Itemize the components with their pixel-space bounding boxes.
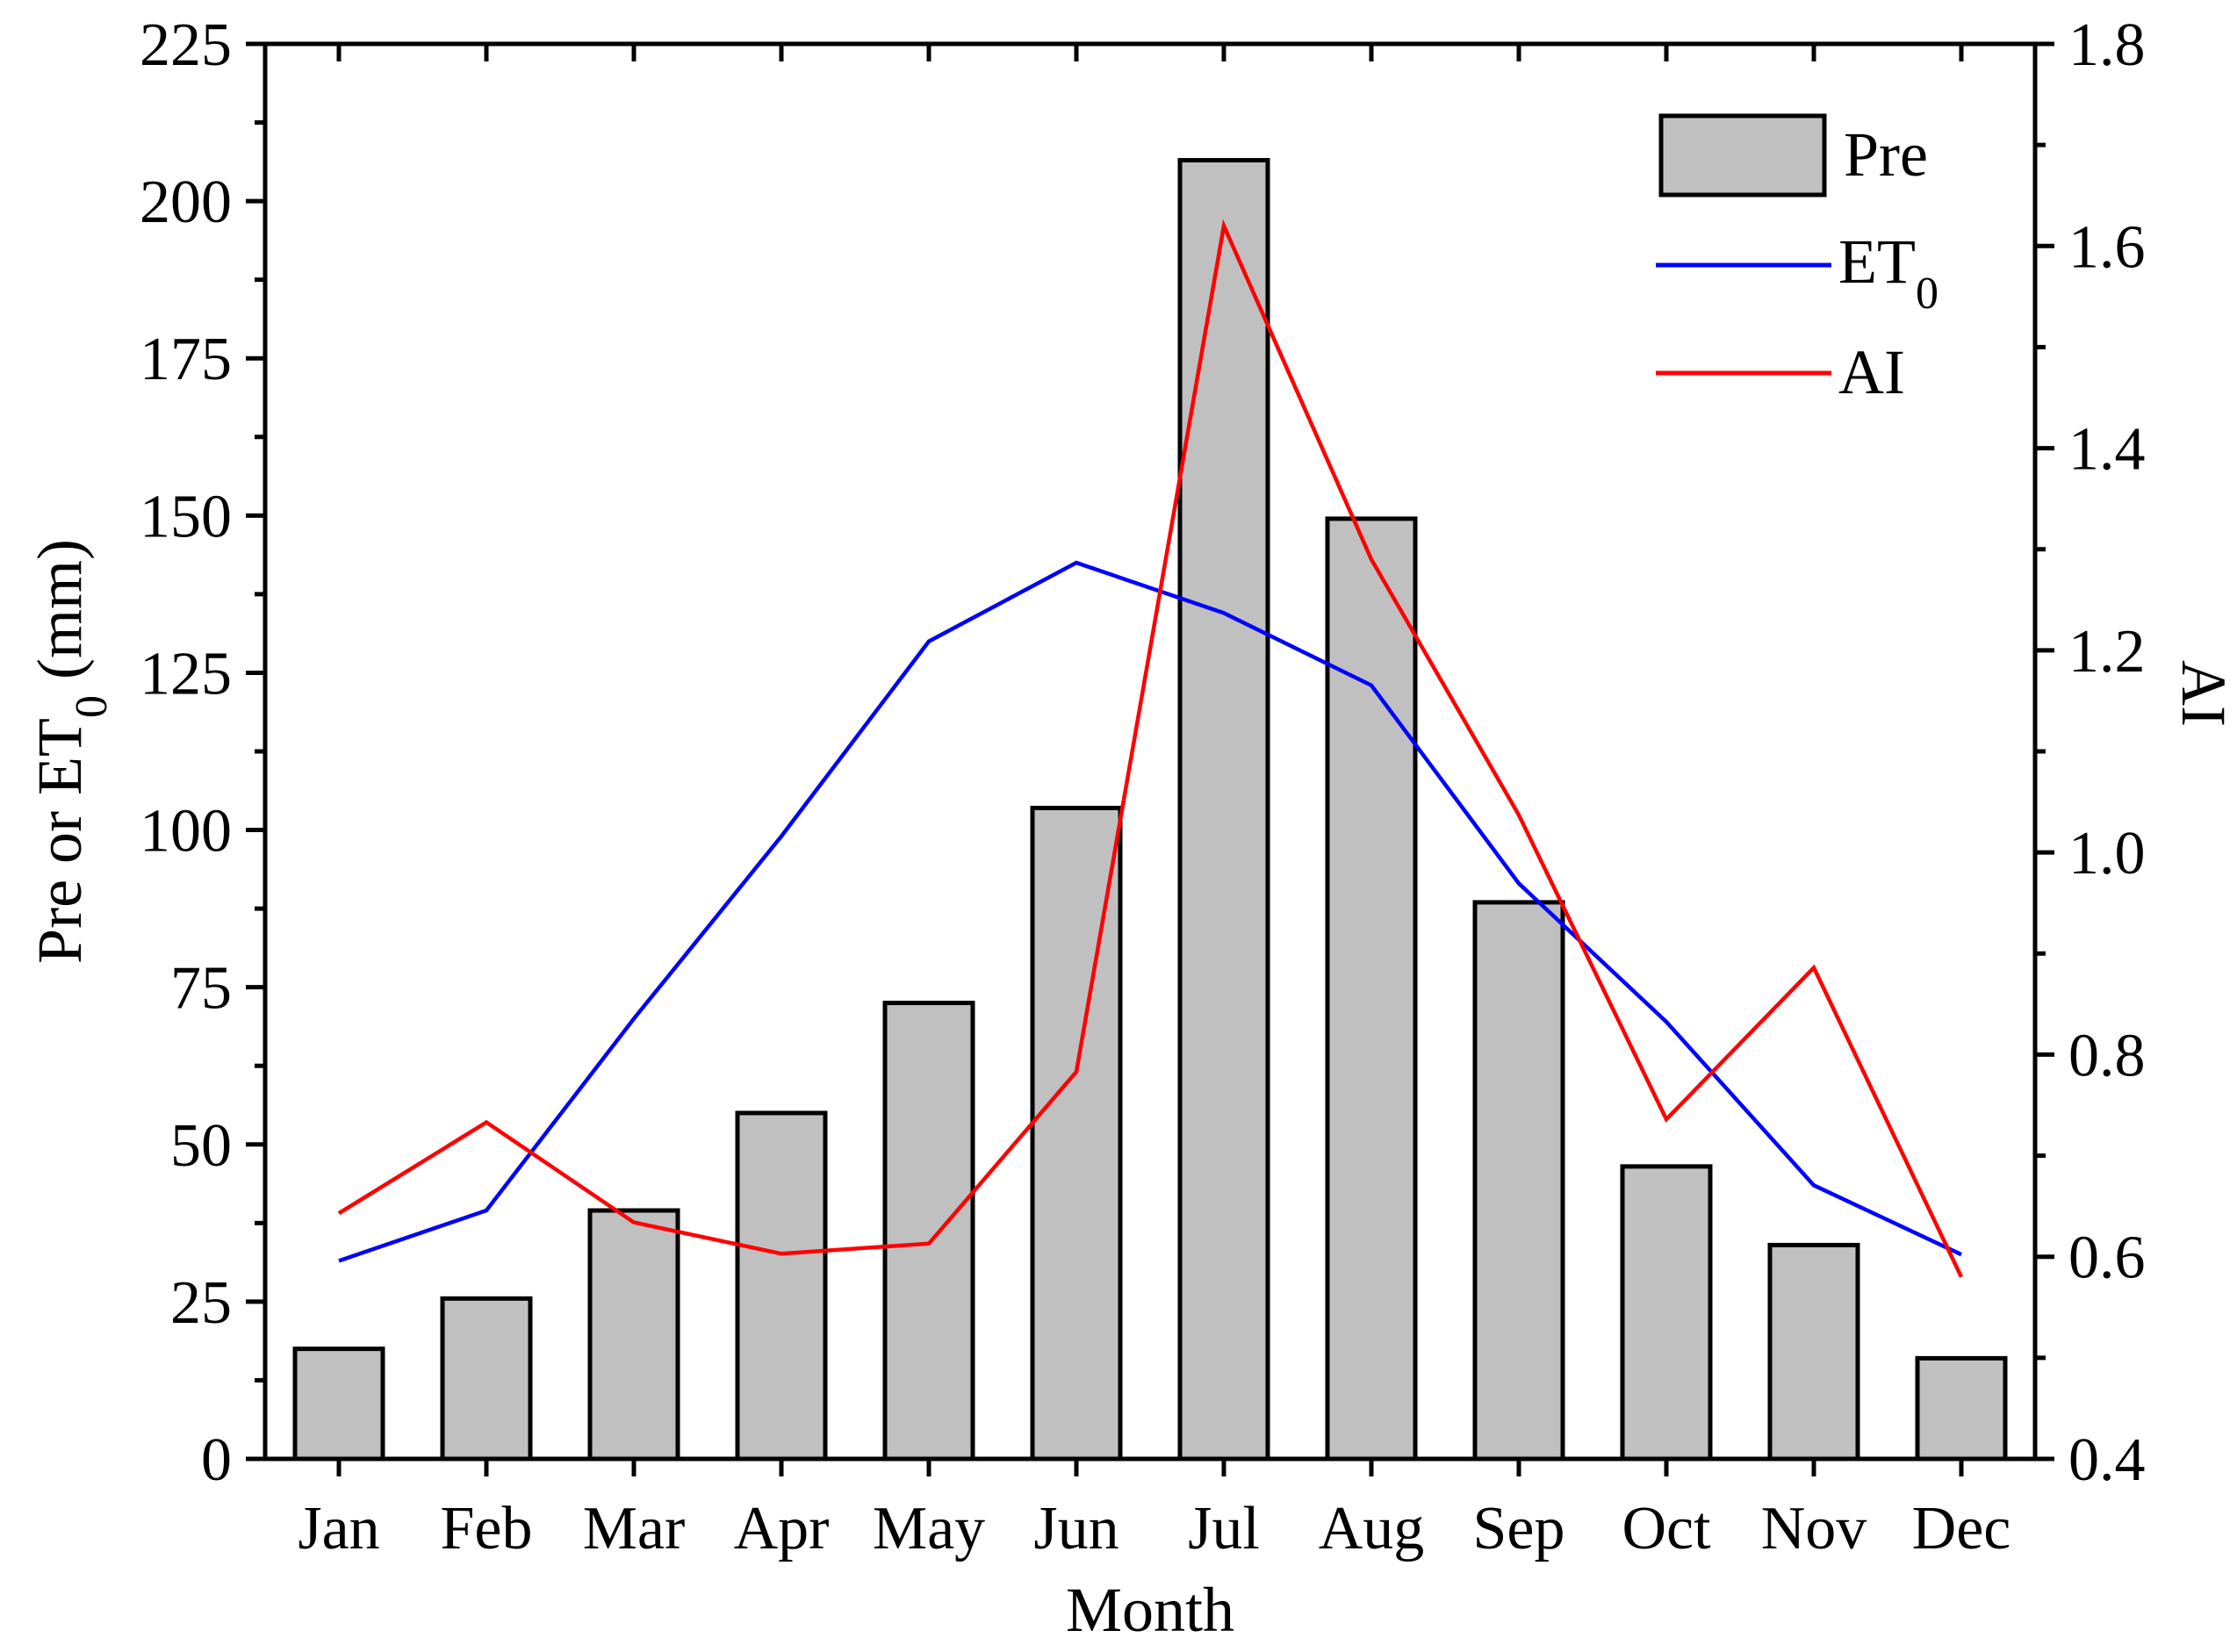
bar-jun [1030,805,1123,1462]
legend-label-pre: Pre [1844,119,1928,190]
x-tick-label-jan: Jan [298,1495,379,1562]
labels-group: 0 25 50 75 100 125 150 175 200 225 0.4 0.6 0.8 1.0 1.2… [25,11,2237,1645]
bars-group [292,158,2008,1462]
bar-jul [1177,158,1270,1462]
y2-tick-label: 1.6 [2068,213,2146,281]
bar-jan [292,1347,385,1462]
x-tick-label-dec: Dec [1912,1495,2011,1562]
x-tick-label-nov: Nov [1761,1495,1867,1562]
x-tick-label-sep: Sep [1473,1495,1565,1562]
bar-feb [440,1296,533,1462]
bar-sep [1472,900,1565,1462]
legend-label-ai: AI [1838,337,1905,407]
bar-apr [735,1110,828,1462]
x-tick-label-jul: Jul [1188,1495,1260,1562]
y-tick-label: 0 [201,1426,232,1494]
bar-may [882,1001,975,1462]
y2-tick-label: 0.6 [2068,1225,2146,1292]
y2-tick-label: 1.0 [2068,820,2146,887]
y-tick-label: 100 [140,798,232,866]
axes-group [246,41,2054,1476]
y-tick-label: 200 [140,169,232,236]
x-tick-label-feb: Feb [441,1495,533,1562]
y-tick-label: 25 [170,1269,232,1337]
y-axis-title-sub: 0 [67,695,117,718]
y-tick-label: 75 [170,955,232,1023]
y-tick-label: 225 [140,11,232,79]
y2-tick-label: 1.2 [2068,618,2146,686]
y-tick-label: 150 [140,483,232,550]
bar-aug [1325,516,1418,1462]
y-tick-label: 125 [140,640,232,707]
x-tick-label-mar: Mar [583,1495,686,1562]
y-tick-label: 175 [140,326,232,393]
bar-nov [1767,1242,1860,1462]
x-tick-label-jun: Jun [1033,1495,1118,1562]
bar-mar [587,1208,680,1462]
bar-oct [1620,1164,1713,1462]
y-axis-title: Pre or ET0 (mm) [25,539,117,964]
x-tick-label-may: May [873,1495,985,1562]
y2-tick-label: 0.8 [2068,1022,2146,1089]
y-axis-title-suffix: (mm) [25,539,95,695]
y2-axis-title: AI [2169,660,2237,727]
y-axis-title-prefix: Pre or ET [25,718,95,964]
lines-group [337,219,1964,1278]
legend-swatch-pre [1658,113,1827,198]
legend-label-et0: ET0 [1838,226,1938,319]
y2-tick-label: 0.4 [2068,1426,2146,1494]
legend-label-et0-main: ET [1838,226,1916,297]
x-tick-label-oct: Oct [1622,1495,1711,1562]
legend-label-et0-sub: 0 [1916,269,1938,319]
et0-line [338,560,1962,1263]
ai-line [337,219,1964,1278]
x-axis-title: Month [1066,1575,1234,1645]
x-tick-label-aug: Aug [1319,1495,1425,1562]
y2-tick-label: 1.4 [2068,416,2146,484]
y2-tick-label: 1.8 [2068,11,2146,79]
bar-dec [1915,1355,2008,1462]
x-tick-label-apr: Apr [734,1495,830,1562]
y-tick-label: 50 [170,1112,232,1180]
